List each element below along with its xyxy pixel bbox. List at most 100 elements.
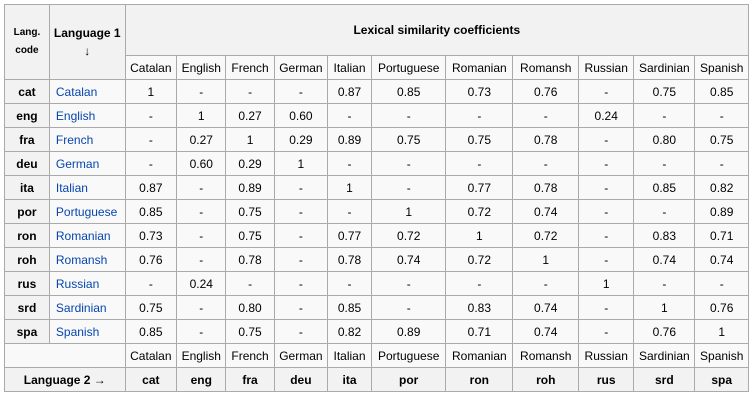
coefficient-cell: 0.74: [512, 295, 580, 320]
coefficient-cell: 0.85: [124, 319, 178, 344]
column-name-top-eng: English: [176, 55, 227, 80]
coefficient-cell: -: [176, 247, 227, 272]
column-name-bottom-cat: Catalan: [124, 343, 178, 368]
coefficient-cell: -: [176, 199, 227, 224]
coefficient-cell: 0.76: [512, 79, 580, 104]
row-language-link[interactable]: Sardinian: [48, 295, 126, 320]
row-code: deu: [4, 151, 50, 176]
coefficient-cell: 0.80: [225, 295, 275, 320]
coefficient-cell: 0.75: [370, 127, 447, 152]
row-language-link[interactable]: Romansh: [48, 247, 126, 272]
column-code-ron: ron: [445, 367, 514, 392]
coefficient-cell: -: [273, 223, 329, 248]
row-language-link[interactable]: Italian: [48, 175, 126, 200]
table-row: por Portuguese 0.85-0.75- -1 0.72 0.74- -0.89: [4, 199, 749, 224]
table-row: fra French -0.27 1 0.29 0.89 0.75 0.75 0.78-0.80…: [4, 127, 749, 152]
coefficient-cell: 0.60: [176, 151, 227, 176]
coefficient-cell: -: [124, 151, 178, 176]
coefficient-cell: -: [445, 271, 514, 296]
row-language-link[interactable]: Spanish: [48, 319, 126, 344]
row-code: cat: [4, 79, 50, 104]
coefficient-cell: -: [578, 127, 635, 152]
row-code: ron: [4, 223, 50, 248]
coefficient-cell: -: [694, 151, 749, 176]
row-language-link[interactable]: Russian: [48, 271, 126, 296]
column-code-por: por: [370, 367, 447, 392]
coefficient-cell: -: [273, 175, 329, 200]
column-name-bottom-rus: Russian: [578, 343, 635, 368]
coefficient-cell: 0.85: [633, 175, 696, 200]
coefficient-cell: 0.89: [370, 319, 447, 344]
column-name-bottom-fra: French: [225, 343, 275, 368]
coefficient-cell: -: [176, 223, 227, 248]
column-name-top-ita: Italian: [327, 55, 372, 80]
coefficient-cell: -: [512, 151, 580, 176]
coefficient-cell: 0.24: [176, 271, 227, 296]
coefficient-cell: 0.76: [694, 295, 749, 320]
coefficient-cell: 1: [578, 271, 635, 296]
table-header-row: Lang. code Language 1 ↓ Lexical similari…: [4, 4, 749, 80]
column-name-bottom-ron: Romanian: [445, 343, 514, 368]
column-name-top-srd: Sardinian: [633, 55, 696, 80]
row-code: ita: [4, 175, 50, 200]
row-code: fra: [4, 127, 50, 152]
coefficient-cell: 1: [273, 151, 329, 176]
coefficient-cell: 0.82: [694, 175, 749, 200]
coefficient-cell: 0.78: [512, 127, 580, 152]
coefficient-cell: 0.27: [225, 103, 275, 128]
column-name-bottom-spa: Spanish: [694, 343, 749, 368]
coefficient-cell: -: [176, 319, 227, 344]
coefficient-cell: 0.83: [633, 223, 696, 248]
coefficient-cell: 1: [512, 247, 580, 272]
coefficient-cell: -: [694, 103, 749, 128]
coefficient-cell: 0.85: [694, 79, 749, 104]
row-language-link[interactable]: French: [48, 127, 126, 152]
coefficient-cell: 0.71: [694, 223, 749, 248]
coefficient-cell: -: [225, 79, 275, 104]
coefficient-cell: 1: [694, 319, 749, 344]
column-name-top-ron: Romanian: [445, 55, 514, 80]
coefficient-cell: -: [124, 127, 178, 152]
coefficient-cell: 0.72: [370, 223, 447, 248]
column-codes-row: Language 2 → cat eng fra deu ita por ron roh rus…: [4, 367, 749, 392]
column-name-bottom-srd: Sardinian: [633, 343, 696, 368]
coefficient-cell: -: [327, 199, 372, 224]
column-names-row-bottom: Catalan English French German Italian Portugu…: [4, 343, 749, 368]
coefficient-cell: 1: [176, 103, 227, 128]
coefficient-cell: -: [273, 319, 329, 344]
language2-label: Language 2 →: [4, 367, 126, 392]
coefficient-cell: 0.72: [445, 199, 514, 224]
coefficient-cell: -: [176, 175, 227, 200]
column-code-fra: fra: [225, 367, 275, 392]
column-name-top-por: Portuguese: [370, 55, 447, 80]
coefficient-cell: 0.87: [124, 175, 178, 200]
coefficient-cell: -: [370, 175, 447, 200]
column-names-row-top: Catalan English French German Italian Portugu…: [5, 55, 749, 80]
column-name-bottom-deu: German: [273, 343, 329, 368]
coefficient-cell: 0.77: [327, 223, 372, 248]
coefficient-cell: 0.73: [124, 223, 178, 248]
row-language-link[interactable]: Portuguese: [48, 199, 126, 224]
column-code-rus: rus: [578, 367, 635, 392]
coefficient-cell: 0.72: [512, 223, 580, 248]
language1-header[interactable]: Language 1 ↓: [48, 4, 126, 80]
column-name-top-cat: Catalan: [124, 55, 178, 80]
coefficient-cell: -: [578, 175, 635, 200]
row-language-link[interactable]: German: [48, 151, 126, 176]
coefficient-cell: 1: [327, 175, 372, 200]
table-title: Lexical similarity coefficients: [124, 4, 749, 56]
lang-code-header[interactable]: Lang. code: [4, 4, 50, 80]
row-language-link[interactable]: Catalan: [48, 79, 126, 104]
table-row: roh Romansh 0.76-0.78-0.78 0.74 0.72 1-0.74 0.…: [4, 247, 749, 272]
coefficient-cell: -: [124, 271, 178, 296]
lexical-similarity-table: Lang. code Language 1 ↓ Lexical similari…: [4, 4, 749, 392]
table-row: eng English -1 0.27 0.60- - - -0.24- -: [4, 103, 749, 128]
coefficient-cell: 0.75: [694, 127, 749, 152]
row-language-link[interactable]: Romanian: [48, 223, 126, 248]
coefficient-cell: 0.75: [124, 295, 178, 320]
row-code: por: [4, 199, 50, 224]
coefficient-cell: 0.80: [633, 127, 696, 152]
coefficient-cell: -: [370, 103, 447, 128]
row-language-link[interactable]: English: [48, 103, 126, 128]
coefficient-cell: -: [327, 151, 372, 176]
